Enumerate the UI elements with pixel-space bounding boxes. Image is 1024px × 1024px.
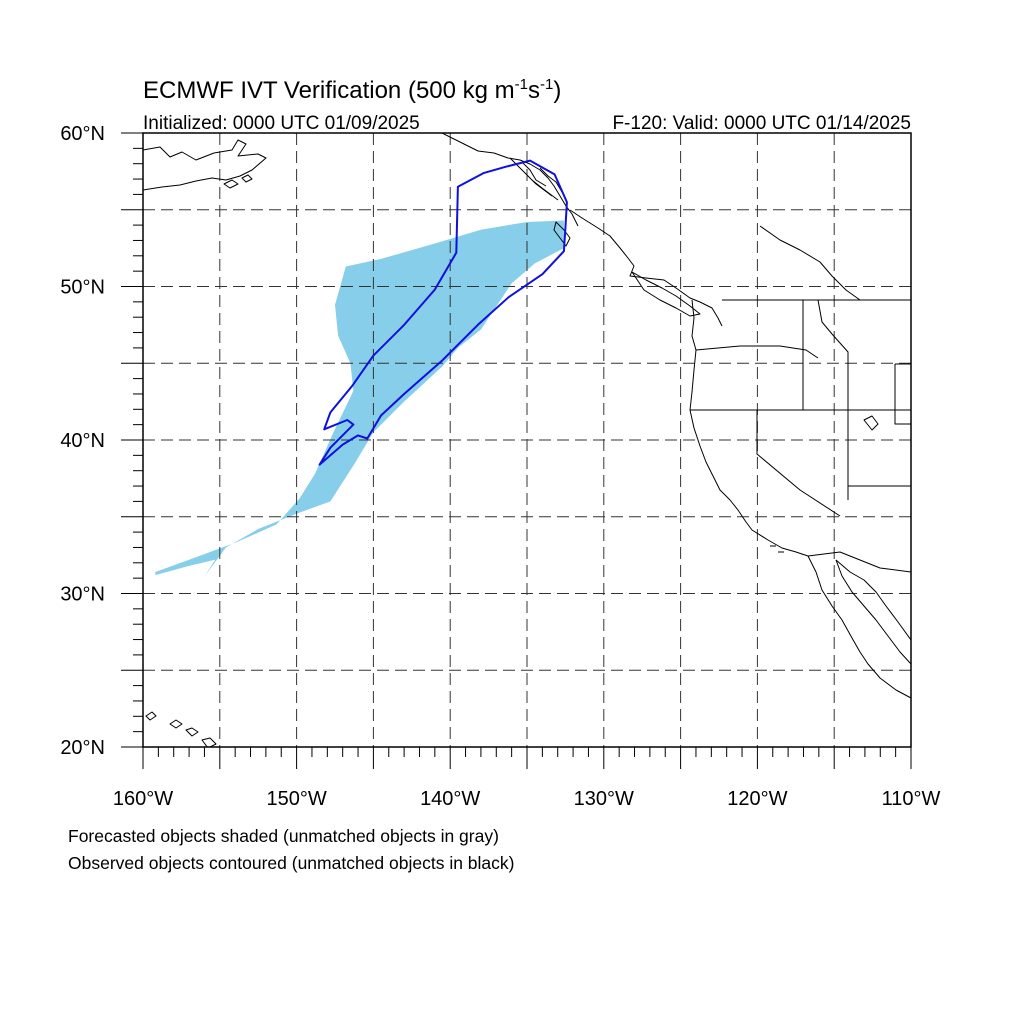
hawaii-islands (145, 711, 217, 747)
baja-california-coast (807, 555, 911, 699)
lat-label: 20°N (60, 737, 105, 759)
axis-ticks (121, 132, 912, 769)
canada-bc-coast (569, 209, 723, 327)
lon-label: 150°W (266, 788, 326, 810)
border-us-mexico (807, 551, 911, 573)
valid-time-label: F-120: Valid: 0000 UTC 01/14/2025 (612, 113, 911, 134)
rocky-mountain-ridge (759, 225, 861, 301)
footnote-forecast: Forecasted objects shaded (unmatched obj… (68, 826, 499, 846)
haida-gwaii (553, 221, 571, 247)
border-utah-wyoming (894, 363, 911, 425)
forecast-object-shaded (155, 220, 564, 577)
gulf-of-california-coast (835, 559, 911, 665)
map-title: ECMWF IVT Verification (500 kg m-1s-1) (143, 76, 561, 104)
lat-label: 60°N (60, 123, 105, 145)
lon-label: 130°W (574, 788, 634, 810)
channel-islands (770, 545, 784, 553)
alaska-panhandle-coast (441, 133, 579, 227)
vancouver-island (631, 271, 701, 317)
lon-label: 120°W (727, 788, 787, 810)
lat-label: 50°N (60, 277, 105, 299)
border-idaho-montana (817, 299, 849, 410)
lon-label: 160°W (113, 788, 173, 810)
map-gridlines (143, 133, 911, 747)
coastlines-and-borders (143, 133, 911, 747)
alaska-islands (223, 174, 253, 189)
axis-labels: 160°W 150°W 140°W 130°W 120°W 110°W 60°N 50°N 40… (60, 123, 940, 810)
alaska-coastline (143, 139, 267, 191)
initialized-label: Initialized: 0000 UTC 01/09/2025 (143, 113, 420, 134)
observed-object-contour (318, 159, 568, 466)
lat-label: 40°N (60, 430, 105, 452)
great-salt-lake (863, 415, 879, 431)
alexander-archipelago (509, 157, 563, 201)
us-west-coast (689, 299, 809, 557)
border-washington-oregon (695, 345, 819, 359)
footnote-observed: Observed objects contoured (unmatched ob… (68, 853, 515, 873)
lon-label: 140°W (420, 788, 480, 810)
border-california-nevada (756, 410, 841, 517)
lat-label: 30°N (60, 584, 105, 606)
mainland-mexico-coast (835, 559, 911, 641)
lon-label: 110°W (882, 788, 941, 810)
